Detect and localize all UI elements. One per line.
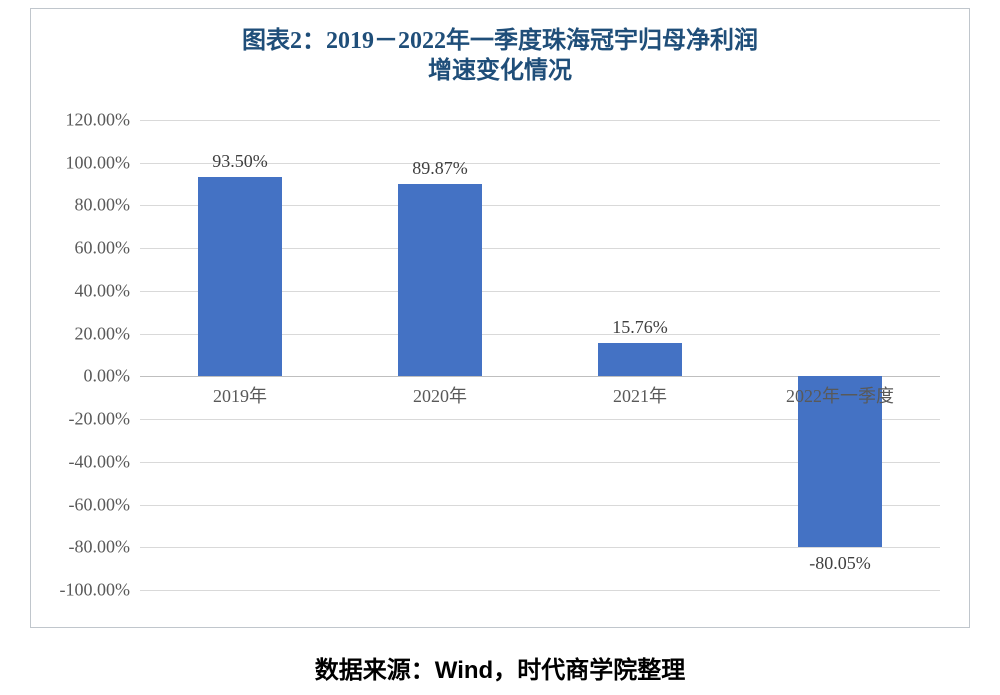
grid-line [140, 547, 940, 548]
bar [598, 343, 682, 377]
chart-title-line2: 增速变化情况 [30, 56, 970, 86]
y-tick-label: 20.00% [35, 323, 130, 344]
x-category-label: 2019年 [213, 382, 267, 408]
plot-area: -100.00%-80.00%-60.00%-40.00%-20.00%0.00… [140, 120, 940, 590]
grid-line [140, 590, 940, 591]
bar [398, 184, 482, 376]
value-label: -80.05% [809, 553, 871, 574]
source-caption: 数据来源：Wind，时代商学院整理 [0, 650, 1000, 685]
y-tick-label: 40.00% [35, 280, 130, 301]
y-tick-label: 80.00% [35, 195, 130, 216]
y-tick-label: 120.00% [35, 110, 130, 131]
chart-title-line1: 图表2：2019－2022年一季度珠海冠宇归母净利润 [30, 26, 970, 56]
bar [198, 177, 282, 377]
x-category-label: 2022年一季度 [786, 382, 894, 408]
grid-line [140, 120, 940, 121]
value-label: 93.50% [212, 151, 268, 172]
chart-title: 图表2：2019－2022年一季度珠海冠宇归母净利润增速变化情况 [30, 26, 970, 86]
value-label: 89.87% [412, 158, 468, 179]
y-tick-label: -40.00% [35, 451, 130, 472]
y-tick-label: -60.00% [35, 494, 130, 515]
y-tick-label: 60.00% [35, 238, 130, 259]
y-tick-label: 100.00% [35, 152, 130, 173]
x-category-label: 2020年 [413, 382, 467, 408]
y-tick-label: 0.00% [35, 366, 130, 387]
value-label: 15.76% [612, 317, 668, 338]
x-category-label: 2021年 [613, 382, 667, 408]
y-tick-label: -100.00% [35, 580, 130, 601]
y-tick-label: -20.00% [35, 409, 130, 430]
y-tick-label: -80.00% [35, 537, 130, 558]
